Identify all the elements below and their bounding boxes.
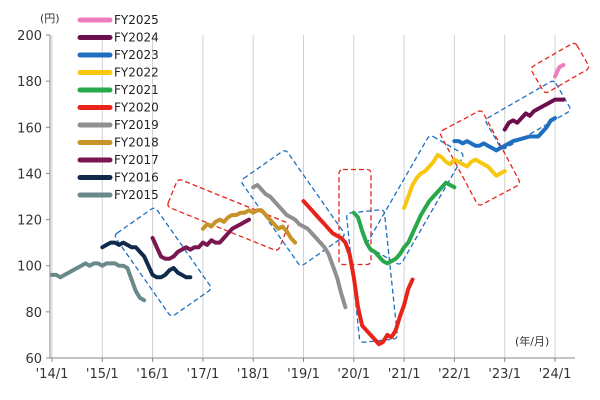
x-tick-label: '20/1 <box>337 367 370 382</box>
series-line-fy2015 <box>50 261 147 303</box>
series-line-fy2021 <box>351 180 457 266</box>
legend-label: FY2016 <box>114 171 159 185</box>
legend-label: FY2018 <box>114 136 159 150</box>
series-line-fy2016 <box>100 240 193 280</box>
series-line-fy2017 <box>150 217 251 261</box>
legend-label: FY2019 <box>114 118 159 132</box>
series-line-fy2018 <box>200 208 298 245</box>
legend-label: FY2017 <box>114 153 159 167</box>
series-line-fy2020 <box>301 199 415 347</box>
x-tick-label: '14/1 <box>36 367 69 382</box>
legend-label: FY2023 <box>114 48 159 62</box>
series-line-fy2023 <box>452 116 557 153</box>
y-unit-label: (円) <box>40 12 60 25</box>
series-line-fy2025 <box>553 63 566 79</box>
x-tick-label: '15/1 <box>86 367 119 382</box>
y-tick-label: 60 <box>25 352 42 367</box>
x-tick-label: '18/1 <box>237 367 270 382</box>
series-line-fy2024 <box>502 97 566 132</box>
y-tick-label: 180 <box>17 75 42 90</box>
x-tick-label: '22/1 <box>438 367 471 382</box>
series-line-fy2019 <box>251 183 348 310</box>
highlight-box <box>366 135 464 265</box>
y-tick-label: 200 <box>17 29 42 44</box>
x-tick-label: '21/1 <box>388 367 421 382</box>
legend-label: FY2021 <box>114 83 159 97</box>
highlight-boxes <box>114 42 590 343</box>
highlight-box <box>530 42 590 94</box>
series-line-fy2022 <box>402 153 507 210</box>
legend: FY2025 FY2024 FY2023 FY2022 FY2021 FY2020 FY20… <box>77 13 159 202</box>
highlight-box <box>485 80 571 150</box>
x-tick-label: '19/1 <box>287 367 320 382</box>
legend-label: FY2025 <box>114 13 159 27</box>
axes: 60 80 100 120 140 160 180 200 '14/1 '15/1 '16/1 '17… <box>17 29 575 382</box>
highlight-box <box>346 209 398 343</box>
legend-label: FY2020 <box>114 101 159 115</box>
legend-label: FY2022 <box>114 66 159 80</box>
y-tick-label: 140 <box>17 167 42 182</box>
legend-label: FY2015 <box>114 188 159 202</box>
x-tick-label: '23/1 <box>488 367 521 382</box>
highlight-box <box>167 179 289 251</box>
highlight-box <box>114 207 212 317</box>
x-tick-label: '16/1 <box>136 367 169 382</box>
y-tick-label: 100 <box>17 260 42 275</box>
x-tick-label: '24/1 <box>539 367 572 382</box>
y-tick-label: 160 <box>17 121 42 136</box>
x-tick-label: '17/1 <box>187 367 220 382</box>
series-lines <box>50 63 566 347</box>
highlight-box <box>338 168 372 266</box>
y-tick-label: 80 <box>25 306 42 321</box>
legend-label: FY2024 <box>114 31 159 45</box>
y-tick-label: 120 <box>17 214 42 229</box>
x-unit-label: (年/月) <box>515 334 549 348</box>
highlight-box <box>241 150 345 266</box>
